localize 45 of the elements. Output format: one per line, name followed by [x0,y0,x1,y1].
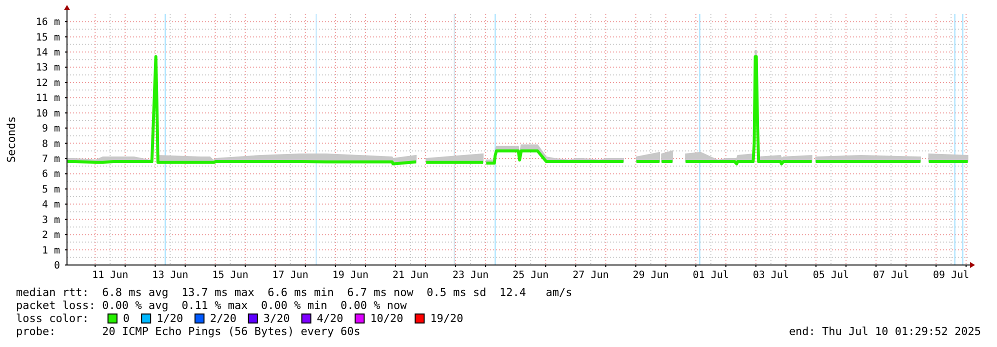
x-tick-label: 03 Jul [752,270,789,281]
x-tick-label: 25 Jun [512,270,549,281]
y-tick-label: 8 m [42,138,60,150]
y-tick-label: 13 m [36,62,60,74]
y-tick-label: 10 m [36,108,60,120]
x-tick-label: 15 Jun [212,270,248,281]
y-tick-label: 14 m [36,48,60,59]
text: median rtt: 6.8 ms avg 13.7 ms max 6.6 ms min 6.7 ms now 0.5 ms sd 12.4 am/s [16,286,572,299]
x-tick-label: 13 Jun [152,270,188,281]
y-tick-label: 0 [54,260,60,272]
y-axis-title: Seconds [5,116,18,163]
x-tick-label: 11 Jun [92,270,128,281]
legend-label: 4/20 [316,312,344,325]
y-tick-label: 11 m [36,93,60,104]
x-tick-label: 01 Jul [692,270,729,281]
legend-label: 0 [123,312,130,325]
y-tick-label: 7 m [42,154,60,166]
x-tick-label: 23 Jun [452,270,489,281]
y-tick-label: 4 m [42,200,60,211]
legend-label: 2/20 [210,312,236,325]
text: probe: 20 ICMP Echo Pings (56 Bytes) every 60s [16,325,360,338]
x-tick-label: 07 Jul [872,270,910,281]
y-tick-label: 6 m [42,169,60,180]
legend-label: 19/20 [430,312,464,325]
legend-title: loss color: [16,312,89,325]
legend-label: 3/20 [263,312,290,325]
y-tick-label: 1 m [42,245,60,256]
x-tick-label: 19 Jun [332,270,368,281]
y-tick-label: 12 m [36,78,60,89]
y-tick-label: 3 m [42,214,60,226]
text: end: Thu Jul 10 01:29:52 2025 [788,325,981,338]
legend-label: 1/20 [156,312,184,325]
text: packet loss: 0.00 % avg 0.11 % max 0.00 % min 0.00 % now [16,299,408,312]
y-tick-label: 5 m [42,184,60,196]
x-tick-label: 27 Jun [572,270,609,281]
y-tick-label: 15 m [36,32,60,44]
x-tick-label: 17 Jun [272,270,308,281]
x-tick-label: 09 Jul [933,270,970,281]
y-tick-label: 2 m [42,230,60,242]
x-tick-label: 21 Jun [392,270,429,281]
x-tick-label: 05 Jul [812,270,850,281]
legend-label: 10/20 [370,312,404,325]
x-tick-label: 29 Jun [632,270,669,281]
y-tick-label: 16 m [36,17,60,28]
y-tick-label: 9 m [42,124,60,135]
